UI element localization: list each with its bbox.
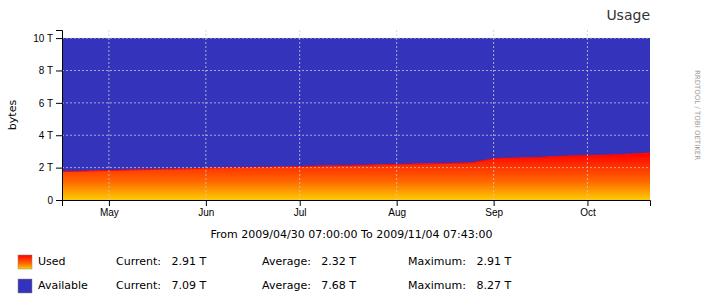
legend-swatch	[18, 279, 32, 293]
tick: May	[100, 200, 119, 218]
area	[62, 38, 650, 172]
legend-stat: Maximum: 2.91 T	[408, 255, 511, 268]
series-line	[62, 153, 650, 172]
y-axis: 0 2 T 4 T 6 T 8 T 10 T	[33, 31, 62, 206]
grid-line	[62, 70, 650, 71]
tick-label: Sep	[485, 207, 503, 218]
tick: 6 T	[39, 98, 62, 109]
tick-label: 4 T	[39, 130, 53, 141]
grid-line	[108, 30, 109, 200]
axis-domain	[56, 31, 63, 201]
tick-mark	[56, 103, 62, 104]
tick: Aug	[388, 200, 406, 218]
grid-line	[396, 30, 397, 200]
legend-stat: Average: 2.32 T	[262, 255, 356, 268]
grid-line	[587, 30, 588, 200]
grid-line	[299, 30, 300, 200]
tick: 0	[47, 195, 62, 206]
tick-mark	[56, 135, 62, 136]
tick-label: Oct	[580, 207, 596, 218]
y-axis-title: bytes	[6, 100, 19, 131]
tick-label: 2 T	[39, 162, 53, 173]
legend-item: Used Current: 2.91 T Average: 2.32 T Maximu…	[18, 255, 511, 269]
grid-line	[62, 102, 650, 103]
tick: Jun	[198, 200, 214, 218]
tick-mark	[494, 200, 495, 206]
tick-label: Jun	[198, 207, 214, 218]
tick: 4 T	[39, 130, 62, 141]
title: Usage	[606, 7, 650, 23]
grid-line	[205, 30, 206, 200]
subtitle: From 2009/04/30 07:00:00 To 2009/11/04 0…	[211, 228, 493, 241]
tick: 2 T	[39, 162, 62, 173]
legend-label: Available	[38, 279, 88, 292]
tick-mark	[56, 168, 62, 169]
tick-label: 8 T	[39, 65, 53, 76]
tick-mark	[56, 38, 62, 39]
tick: Jul	[294, 200, 307, 218]
tick: Sep	[485, 200, 503, 218]
legend-label: Used	[38, 255, 66, 268]
plot-area: May Jun Jul Aug Sep Oct 0 2 T 4 T 6 T 8 T 10 T	[33, 30, 650, 218]
tick-label: Aug	[388, 207, 406, 218]
tick-mark	[109, 200, 110, 206]
grid	[62, 30, 650, 200]
tick-mark	[587, 200, 588, 206]
x-axis: May Jun Jul Aug Sep Oct	[63, 200, 651, 218]
tick-label: May	[100, 207, 119, 218]
legend: Used Current: 2.91 T Average: 2.32 T Maximu…	[18, 255, 511, 293]
tick-mark	[56, 200, 62, 201]
legend-item: Available Current: 7.09 T Average: 7.68 T M…	[18, 279, 511, 293]
axis-domain	[63, 201, 651, 207]
legend-swatch	[18, 255, 32, 269]
tick-mark	[300, 200, 301, 206]
grid-line	[62, 135, 650, 136]
tick-label: Jul	[294, 207, 307, 218]
legend-stat: Maximum: 8.27 T	[408, 279, 511, 292]
tick-label: 0	[47, 195, 53, 206]
tick-label: 10 T	[33, 33, 53, 44]
tick-mark	[206, 200, 207, 206]
grid-line	[62, 38, 650, 39]
legend-stat: Current: 2.91 T	[116, 255, 206, 268]
tick-mark	[397, 200, 398, 206]
legend-stat: Current: 7.09 T	[116, 279, 206, 292]
grid-line	[62, 167, 650, 168]
legend-stat: Average: 7.68 T	[262, 279, 356, 292]
marks	[62, 38, 650, 200]
tick: 10 T	[33, 33, 62, 44]
tick-label: 6 T	[39, 98, 53, 109]
annotation: RRDTOOL / TOBI OETIKER	[693, 70, 701, 160]
chart: May Jun Jul Aug Sep Oct 0 2 T 4 T 6 T 8 T 10 T bytes…	[0, 0, 703, 306]
tick-mark	[56, 70, 62, 71]
tick: Oct	[580, 200, 596, 218]
tick: 8 T	[39, 65, 62, 76]
grid-line	[493, 30, 494, 200]
